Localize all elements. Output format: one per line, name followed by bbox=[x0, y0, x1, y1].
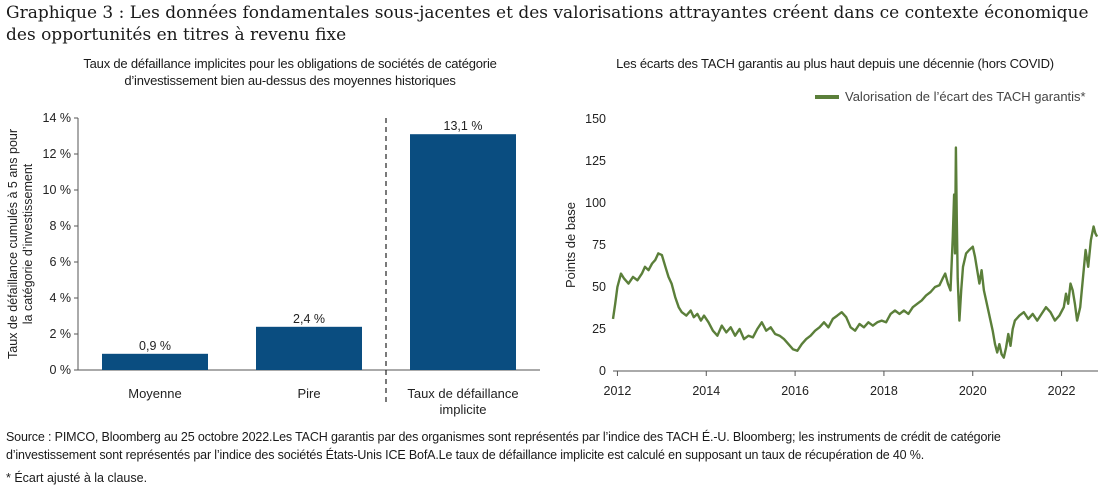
line-x-tick-label: 2022 bbox=[1048, 384, 1076, 398]
bar-data-label: 13,1 % bbox=[444, 119, 483, 133]
bar-y-tick-label: 0 % bbox=[49, 363, 71, 377]
line-chart-legend: Valorisation de l’écart des TACH garanti… bbox=[815, 89, 1086, 104]
bar-y-tick-label: 4 % bbox=[49, 291, 71, 305]
line-y-tick-label: 0 bbox=[599, 364, 606, 378]
bar-category-label: Taux de défaillance bbox=[407, 386, 518, 401]
page-title: Graphique 3 : Les données fondamentales … bbox=[6, 3, 1089, 45]
bar-y-tick-label: 12 % bbox=[43, 147, 72, 161]
bar-y-tick-label: 8 % bbox=[49, 219, 71, 233]
bar-y-tick-label: 2 % bbox=[49, 327, 71, 341]
line-x-tick-label: 2012 bbox=[604, 384, 632, 398]
line-y-tick-label: 100 bbox=[585, 196, 606, 210]
footnote: * Écart ajusté à la clause. bbox=[6, 471, 148, 485]
legend-label: Valorisation de l’écart des TACH garanti… bbox=[845, 89, 1086, 104]
line-y-tick-label: 25 bbox=[592, 322, 606, 336]
bar-y-tick-label: 10 % bbox=[43, 183, 72, 197]
line-chart-title: Les écarts des TACH garantis au plus hau… bbox=[616, 56, 1054, 71]
bar-y-tick-label: 6 % bbox=[49, 255, 71, 269]
bar-category-label: Pire bbox=[297, 386, 320, 401]
line-x-tick-label: 2018 bbox=[870, 384, 898, 398]
bar-y-tick-label: 14 % bbox=[43, 111, 72, 125]
bar-y-axis-title-line2: la catégorie d’investissement bbox=[21, 163, 35, 324]
line-y-tick-label: 125 bbox=[585, 154, 606, 168]
line-x-tick-label: 2014 bbox=[692, 384, 720, 398]
bar-data-label: 2,4 % bbox=[293, 312, 325, 326]
bar-y-axis-title-line1: Taux de défaillance cumulés à 5 ans pour bbox=[6, 129, 20, 359]
bar-chart-title: Taux de défaillance implicites pour les … bbox=[83, 56, 497, 88]
bar-category-label: implicite bbox=[440, 402, 487, 417]
bar bbox=[256, 326, 362, 370]
source-note: Source : PIMCO, Bloomberg au 25 octobre … bbox=[6, 430, 1001, 462]
bar-category-label: Moyenne bbox=[128, 386, 181, 401]
line-x-tick-label: 2016 bbox=[781, 384, 809, 398]
bar bbox=[410, 134, 516, 370]
line-y-tick-label: 75 bbox=[592, 238, 606, 252]
bar-data-label: 0,9 % bbox=[139, 339, 171, 353]
line-x-tick-label: 2020 bbox=[959, 384, 987, 398]
line-y-tick-label: 150 bbox=[585, 112, 606, 126]
series-line bbox=[611, 146, 1099, 359]
bar bbox=[102, 353, 208, 370]
line-y-axis-title: Points de base bbox=[563, 202, 578, 288]
legend-swatch bbox=[815, 94, 839, 99]
line-y-tick-label: 50 bbox=[592, 280, 606, 294]
